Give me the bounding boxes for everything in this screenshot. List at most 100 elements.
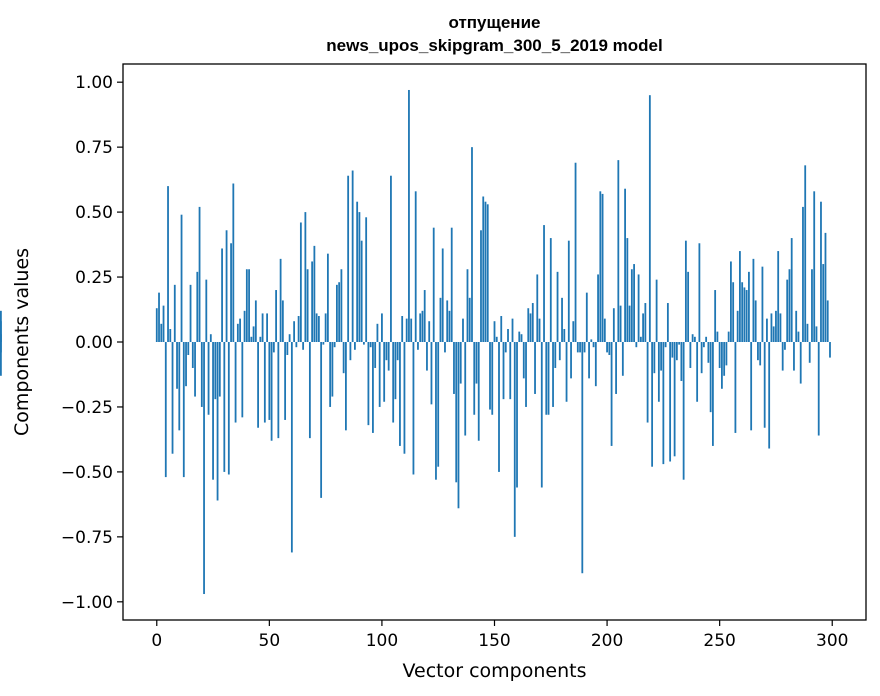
bar (421, 310, 424, 342)
bar (223, 342, 226, 472)
bar (378, 342, 381, 407)
bar (603, 318, 606, 342)
bar (464, 342, 467, 436)
bar (741, 282, 744, 342)
bar (198, 206, 201, 342)
bar (583, 342, 586, 353)
bar (736, 310, 739, 342)
y-tick-label: −0.25 (61, 398, 113, 418)
bar (189, 284, 192, 342)
bar (696, 342, 699, 402)
bar (687, 271, 690, 342)
bar (381, 313, 383, 342)
bar (570, 342, 572, 379)
bar (387, 342, 390, 371)
bar (270, 342, 273, 441)
bar (250, 336, 253, 342)
bar (579, 342, 581, 353)
x-tick-label: 300 (816, 631, 848, 651)
bar (617, 160, 620, 342)
bar (187, 342, 190, 355)
bar (772, 326, 775, 342)
x-axis: 0 50 100 150 200 250 300 (151, 620, 848, 651)
bar (655, 279, 658, 342)
bar (473, 342, 476, 415)
bar (588, 342, 590, 379)
bar (775, 310, 777, 342)
bar (786, 279, 789, 342)
bar (628, 305, 631, 342)
bar (673, 342, 676, 457)
bar (599, 191, 602, 342)
bar (626, 238, 629, 342)
bars-group (0, 89, 831, 595)
bar (403, 342, 406, 454)
bar (448, 310, 451, 342)
bar (498, 342, 500, 472)
bar (227, 342, 230, 475)
bar (155, 308, 158, 342)
bar (0, 342, 2, 353)
bar (439, 297, 442, 342)
bar (698, 243, 701, 342)
bar (385, 342, 388, 361)
bar (820, 201, 822, 342)
y-tick-label: −0.50 (61, 463, 113, 483)
bar (799, 342, 802, 384)
bar (306, 269, 309, 342)
bar (308, 342, 311, 439)
bar (504, 342, 507, 353)
bar (263, 342, 266, 423)
bar (495, 336, 498, 342)
bar (376, 323, 379, 342)
bar (754, 300, 757, 342)
bar (426, 342, 428, 371)
bar (295, 342, 298, 348)
bar (302, 342, 305, 350)
bar (781, 342, 784, 371)
bar (266, 313, 268, 342)
bar (390, 175, 392, 342)
bar (191, 342, 194, 368)
y-tick-label: 0.50 (75, 203, 113, 223)
bar (345, 342, 347, 431)
bar (331, 342, 334, 397)
bar (180, 214, 183, 342)
bar (678, 342, 681, 345)
bar (399, 342, 401, 446)
bar (297, 316, 300, 342)
bar (793, 342, 795, 371)
bar (529, 313, 532, 342)
bar (732, 282, 735, 342)
bar (684, 240, 687, 342)
bar (581, 342, 584, 574)
bar (531, 303, 534, 342)
bar (669, 342, 672, 462)
bar (450, 227, 453, 342)
bar (675, 342, 678, 361)
bar (252, 326, 255, 342)
bar (770, 313, 773, 342)
bar (338, 282, 341, 342)
bar (664, 342, 667, 348)
bar (594, 342, 597, 387)
bar (288, 334, 291, 342)
bar (507, 329, 509, 342)
bar (642, 313, 644, 342)
bar (329, 342, 332, 407)
bar (745, 290, 748, 342)
bar (592, 342, 595, 348)
bar (480, 230, 482, 342)
bar (279, 258, 282, 342)
bar (597, 274, 599, 342)
bar (723, 342, 726, 376)
bar (527, 308, 530, 342)
bar (610, 342, 613, 446)
bar (621, 342, 624, 376)
bar (408, 89, 410, 342)
bar (637, 274, 640, 342)
bar (304, 212, 307, 342)
bar (468, 297, 471, 342)
bar (757, 342, 759, 361)
bar (815, 326, 818, 342)
